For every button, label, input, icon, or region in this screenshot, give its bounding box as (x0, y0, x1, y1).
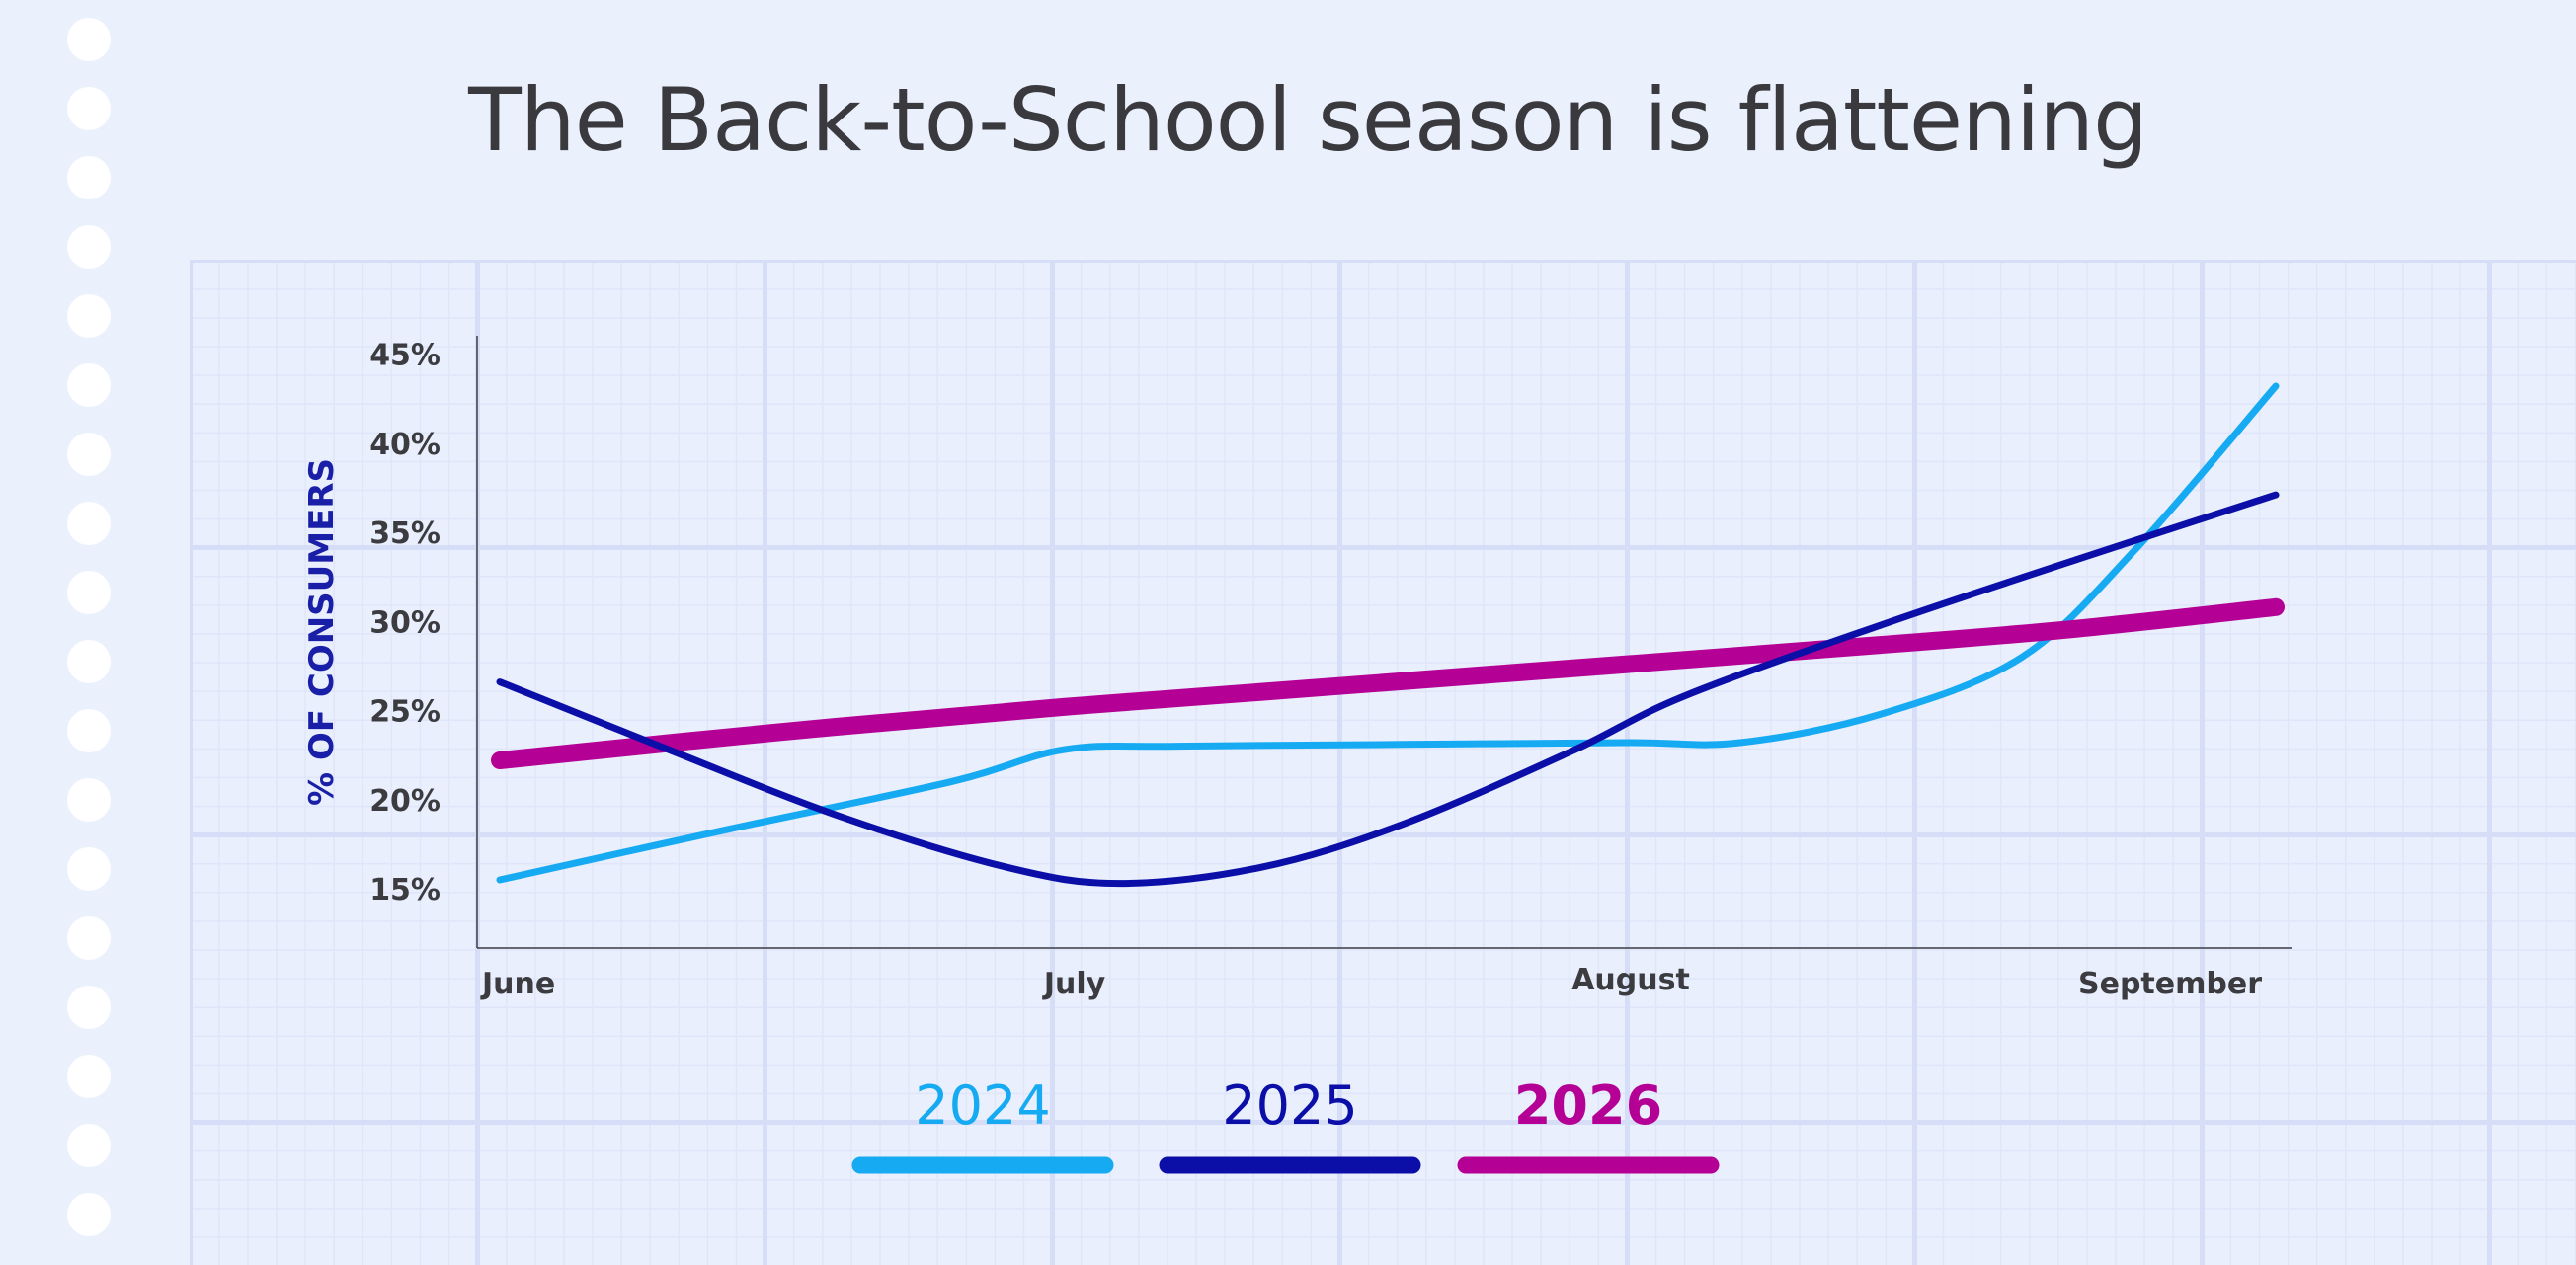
notebook-hole (67, 847, 111, 891)
notebook-hole (67, 1055, 111, 1098)
notebook-hole (67, 156, 111, 199)
notebook-hole (67, 225, 111, 269)
y-tick-label: 15% (369, 873, 441, 908)
notebook-hole (67, 1124, 111, 1167)
notebook-hole (67, 916, 111, 960)
page-title: The Back-to-School season is flattening (468, 69, 2148, 171)
notebook-hole (67, 87, 111, 130)
x-tick-label: August (1571, 963, 1690, 997)
y-tick-label: 20% (369, 784, 441, 819)
notebook-hole (67, 640, 111, 683)
notebook-hole (67, 18, 111, 61)
x-tick-label: September (2078, 967, 2262, 1001)
notebook-hole (67, 1193, 111, 1236)
x-tick-label: June (480, 967, 555, 1001)
notebook-hole (67, 986, 111, 1029)
y-tick-label: 35% (369, 516, 441, 551)
series-line-2024 (496, 382, 2280, 884)
notebook-hole (67, 709, 111, 752)
chart-legend: 2024 2025 2026 (851, 1074, 1720, 1174)
x-axis-ticks: June July August September (480, 963, 2262, 1001)
notebook-hole (67, 363, 111, 407)
y-tick-label: 30% (369, 605, 441, 640)
y-tick-label: 40% (369, 428, 441, 462)
y-tick-label: 25% (369, 695, 441, 730)
notebook-hole (67, 778, 111, 822)
y-tick-label: 45% (369, 339, 441, 373)
graph-paper-background (190, 260, 2576, 1265)
x-tick-label: July (1042, 967, 1106, 1001)
series-line-2026 (491, 597, 2285, 769)
notebook-hole (67, 502, 111, 545)
y-axis-label: % OF CONSUMERS (302, 458, 342, 806)
y-axis-ticks: 15% 20% 25% 30% 35% 40% 45% (369, 339, 441, 909)
series-line-2025 (496, 491, 2280, 888)
legend-label-2024: 2024 (915, 1074, 1050, 1137)
notebook-hole (67, 294, 111, 338)
chart-axes (476, 336, 2292, 949)
notebook-hole (67, 571, 111, 614)
legend-label-2026: 2026 (1514, 1074, 1662, 1137)
notebook-hole (67, 433, 111, 476)
chart-series (491, 382, 2285, 888)
legend-label-2025: 2025 (1222, 1074, 1357, 1137)
